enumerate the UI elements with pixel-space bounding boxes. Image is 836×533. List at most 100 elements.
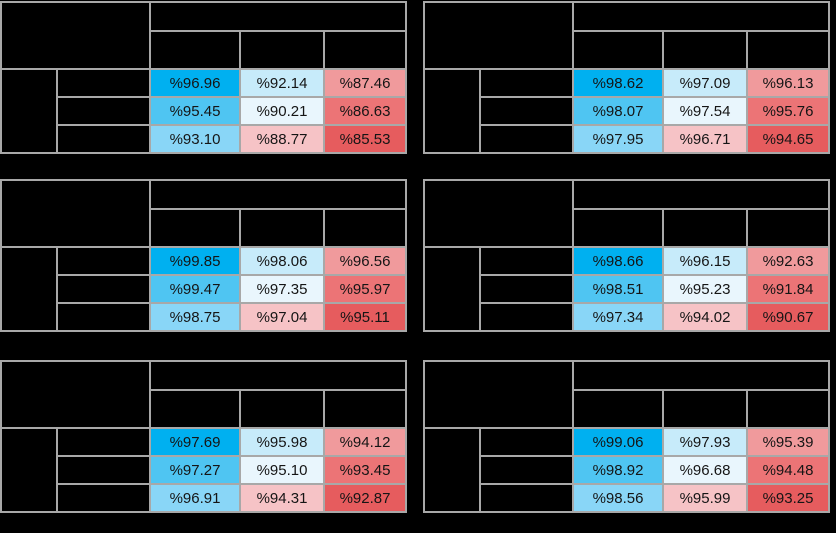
data-cell: %95.97 <box>323 274 407 304</box>
column-group-header-cell <box>572 179 830 210</box>
row-label-cell <box>56 68 151 98</box>
data-cell: %97.35 <box>239 274 325 304</box>
data-cell: %94.12 <box>323 427 407 457</box>
row-label-cell <box>479 483 574 513</box>
corner-header-cell <box>423 179 574 248</box>
data-cell: %91.84 <box>746 274 830 304</box>
row-label-cell <box>56 96 151 126</box>
data-cell: %98.62 <box>572 68 664 98</box>
data-cell: %95.76 <box>746 96 830 126</box>
data-cell: %96.68 <box>662 455 748 485</box>
corner-header-cell <box>0 179 151 248</box>
data-cell: %94.48 <box>746 455 830 485</box>
column-header-cell <box>746 208 830 248</box>
column-group-header-cell <box>572 360 830 391</box>
data-cell: %95.39 <box>746 427 830 457</box>
column-group-header-cell <box>149 179 407 210</box>
data-cell: %93.45 <box>323 455 407 485</box>
row-group-header-cell <box>423 68 481 154</box>
heatmap-table: %99.85 %98.06 %96.56 %99.47 %97.35 %95.9… <box>0 179 407 332</box>
data-cell: %88.77 <box>239 124 325 154</box>
data-cell: %95.11 <box>323 302 407 332</box>
column-header-cell <box>323 208 407 248</box>
data-cell: %93.25 <box>746 483 830 513</box>
data-cell: %96.71 <box>662 124 748 154</box>
results-table-bottom-right: %99.06 %97.93 %95.39 %98.92 %96.68 %94.4… <box>423 360 830 513</box>
row-label-cell <box>479 68 574 98</box>
data-cell: %87.46 <box>323 68 407 98</box>
row-label-cell <box>479 427 574 457</box>
column-header-cell <box>149 30 241 70</box>
row-label-cell <box>56 455 151 485</box>
row-label-cell <box>56 302 151 332</box>
data-cell: %96.13 <box>746 68 830 98</box>
column-header-cell <box>323 389 407 429</box>
results-table-top-right: %98.62 %97.09 %96.13 %98.07 %97.54 %95.7… <box>423 1 830 154</box>
row-label-cell <box>479 302 574 332</box>
row-label-cell <box>479 455 574 485</box>
data-cell: %98.75 <box>149 302 241 332</box>
data-cell: %96.15 <box>662 246 748 276</box>
column-header-cell <box>149 389 241 429</box>
row-label-cell <box>56 483 151 513</box>
heatmap-table: %97.69 %95.98 %94.12 %97.27 %95.10 %93.4… <box>0 360 407 513</box>
data-cell: %90.21 <box>239 96 325 126</box>
data-cell: %90.67 <box>746 302 830 332</box>
data-cell: %97.27 <box>149 455 241 485</box>
row-label-cell <box>479 96 574 126</box>
data-cell: %92.14 <box>239 68 325 98</box>
corner-header-cell <box>423 360 574 429</box>
row-label-cell <box>479 246 574 276</box>
row-label-cell <box>479 274 574 304</box>
column-header-cell <box>662 30 748 70</box>
row-group-header-cell <box>0 427 58 513</box>
column-header-cell <box>662 208 748 248</box>
row-label-cell <box>56 274 151 304</box>
data-cell: %98.56 <box>572 483 664 513</box>
heatmap-table: %99.06 %97.93 %95.39 %98.92 %96.68 %94.4… <box>423 360 830 513</box>
data-cell: %97.93 <box>662 427 748 457</box>
column-header-cell <box>746 389 830 429</box>
data-cell: %85.53 <box>323 124 407 154</box>
data-cell: %98.92 <box>572 455 664 485</box>
row-label-cell <box>56 427 151 457</box>
data-cell: %99.06 <box>572 427 664 457</box>
row-group-header-cell <box>0 246 58 332</box>
data-cell: %97.09 <box>662 68 748 98</box>
data-cell: %96.91 <box>149 483 241 513</box>
data-cell: %92.87 <box>323 483 407 513</box>
data-cell: %95.99 <box>662 483 748 513</box>
corner-header-cell <box>0 360 151 429</box>
column-group-header-cell <box>149 360 407 391</box>
data-cell: %92.63 <box>746 246 830 276</box>
row-group-header-cell <box>423 246 481 332</box>
heatmap-table: %96.96 %92.14 %87.46 %95.45 %90.21 %86.6… <box>0 1 407 154</box>
data-cell: %86.63 <box>323 96 407 126</box>
data-cell: %95.10 <box>239 455 325 485</box>
data-cell: %97.04 <box>239 302 325 332</box>
column-header-cell <box>239 30 325 70</box>
corner-header-cell <box>423 1 574 70</box>
row-group-header-cell <box>423 427 481 513</box>
column-header-cell <box>662 389 748 429</box>
column-header-cell <box>746 30 830 70</box>
results-table-bottom-left: %97.69 %95.98 %94.12 %97.27 %95.10 %93.4… <box>0 360 407 513</box>
data-cell: %93.10 <box>149 124 241 154</box>
data-cell: %95.98 <box>239 427 325 457</box>
results-table-middle-left: %99.85 %98.06 %96.56 %99.47 %97.35 %95.9… <box>0 179 407 332</box>
column-group-header-cell <box>149 1 407 32</box>
column-header-cell <box>323 30 407 70</box>
data-cell: %96.56 <box>323 246 407 276</box>
data-cell: %94.02 <box>662 302 748 332</box>
column-header-cell <box>572 389 664 429</box>
data-cell: %99.85 <box>149 246 241 276</box>
column-header-cell <box>239 208 325 248</box>
heatmap-table: %98.62 %97.09 %96.13 %98.07 %97.54 %95.7… <box>423 1 830 154</box>
data-cell: %98.66 <box>572 246 664 276</box>
data-cell: %95.23 <box>662 274 748 304</box>
data-cell: %94.65 <box>746 124 830 154</box>
column-header-cell <box>572 30 664 70</box>
data-cell: %97.69 <box>149 427 241 457</box>
column-header-cell <box>239 389 325 429</box>
data-cell: %95.45 <box>149 96 241 126</box>
